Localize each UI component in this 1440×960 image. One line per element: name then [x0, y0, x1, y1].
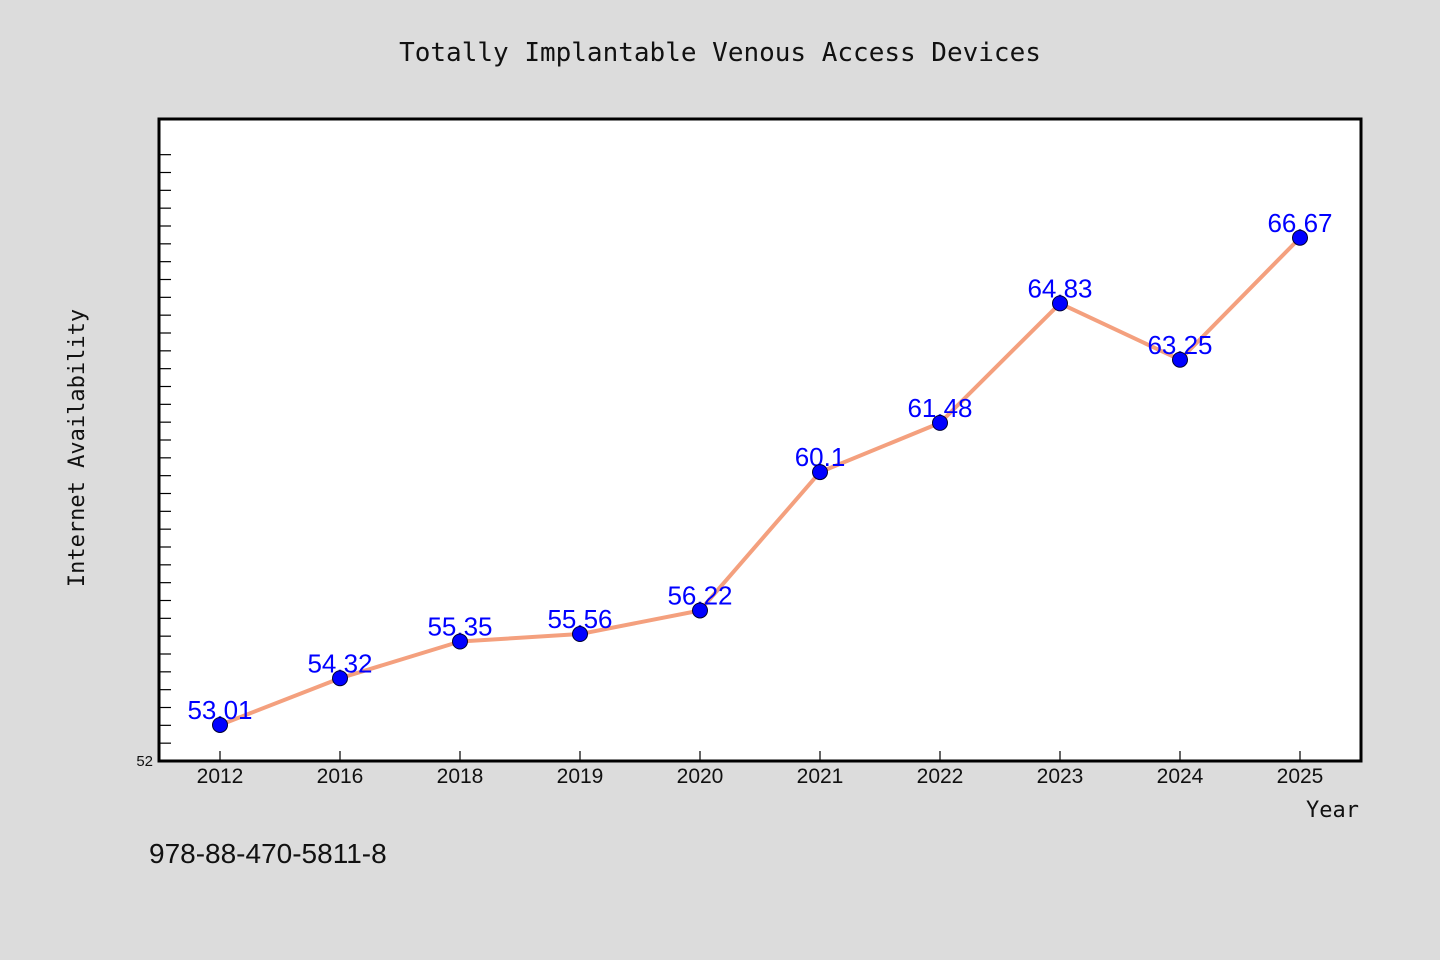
footnote-isbn: 978-88-470-5811-8	[149, 838, 387, 869]
x-tick-label: 2023	[1037, 765, 1084, 788]
data-point	[932, 414, 948, 431]
plot-area	[157, 117, 1363, 763]
x-tick-label: 2021	[797, 765, 844, 788]
data-point	[812, 464, 828, 481]
data-point	[692, 602, 708, 619]
y-axis-title: Internet Availability	[65, 309, 90, 587]
data-point	[1172, 351, 1188, 368]
chart-title: Totally Implantable Venous Access Device…	[399, 38, 1041, 68]
x-tick-label: 2012	[197, 765, 244, 788]
data-point	[572, 626, 588, 643]
x-tick-label: 2020	[677, 765, 724, 788]
x-tick-label: 2018	[437, 765, 484, 788]
x-axis-title: Year	[1306, 798, 1359, 823]
data-markers	[212, 229, 1308, 733]
x-axis-tick-labels: 2012 2016 2018 2019 2020 2021 2022 2023 2024 2025	[197, 765, 1324, 788]
x-tick-label: 2024	[1157, 765, 1204, 788]
x-tick-label: 2022	[917, 765, 964, 788]
x-tick-label: 2019	[557, 765, 604, 788]
data-point	[212, 716, 228, 733]
data-point	[1052, 295, 1068, 312]
y-axis-ticks	[159, 154, 1301, 761]
x-tick-label: 2016	[317, 765, 364, 788]
series-line	[219, 236, 1302, 727]
data-point	[1292, 229, 1308, 246]
x-tick-label: 2025	[1277, 765, 1324, 788]
data-point	[332, 670, 348, 687]
y-tick-label: 52	[136, 753, 153, 770]
data-point	[452, 633, 468, 650]
